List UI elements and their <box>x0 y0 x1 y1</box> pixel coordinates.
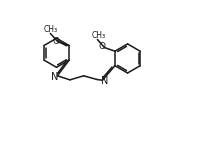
Text: O: O <box>99 42 106 52</box>
Text: N: N <box>101 76 108 86</box>
Text: CH₃: CH₃ <box>44 25 58 34</box>
Text: CH₃: CH₃ <box>91 31 105 40</box>
Text: N: N <box>51 72 58 82</box>
Text: O: O <box>52 37 59 46</box>
